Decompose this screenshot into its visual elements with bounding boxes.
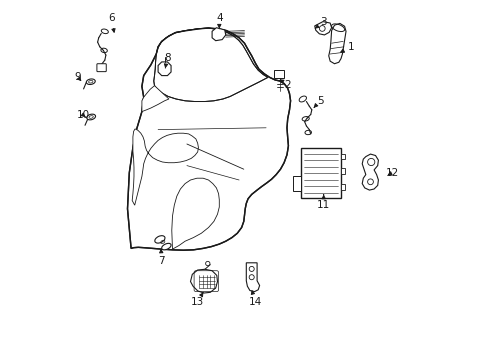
- Ellipse shape: [86, 114, 95, 120]
- Polygon shape: [153, 28, 267, 102]
- Polygon shape: [212, 28, 225, 41]
- Text: 7: 7: [158, 249, 164, 266]
- Text: 4: 4: [216, 13, 222, 28]
- Text: 2: 2: [280, 80, 290, 90]
- Polygon shape: [127, 28, 290, 250]
- Text: 14: 14: [248, 291, 262, 307]
- Text: 6: 6: [108, 13, 115, 32]
- Text: 12: 12: [385, 168, 398, 178]
- FancyBboxPatch shape: [340, 168, 345, 174]
- Polygon shape: [132, 129, 198, 205]
- FancyBboxPatch shape: [340, 184, 345, 190]
- Polygon shape: [246, 263, 259, 292]
- Ellipse shape: [162, 243, 171, 250]
- Polygon shape: [142, 86, 168, 112]
- Polygon shape: [190, 269, 217, 293]
- Text: 8: 8: [163, 53, 170, 68]
- Polygon shape: [171, 178, 219, 249]
- Text: 10: 10: [77, 110, 90, 120]
- FancyBboxPatch shape: [97, 64, 106, 72]
- Text: 13: 13: [190, 292, 203, 307]
- Polygon shape: [314, 22, 331, 35]
- Text: 5: 5: [313, 96, 323, 108]
- Circle shape: [205, 261, 209, 266]
- Polygon shape: [158, 62, 171, 76]
- Polygon shape: [328, 23, 346, 64]
- FancyBboxPatch shape: [340, 154, 345, 159]
- Ellipse shape: [86, 79, 95, 85]
- Text: 11: 11: [316, 195, 330, 210]
- Text: 1: 1: [340, 42, 353, 52]
- Ellipse shape: [155, 236, 164, 243]
- FancyBboxPatch shape: [301, 148, 340, 198]
- FancyBboxPatch shape: [274, 70, 284, 78]
- Text: 3: 3: [315, 17, 326, 28]
- Text: 9: 9: [75, 72, 81, 82]
- Polygon shape: [362, 154, 378, 190]
- Polygon shape: [293, 176, 301, 191]
